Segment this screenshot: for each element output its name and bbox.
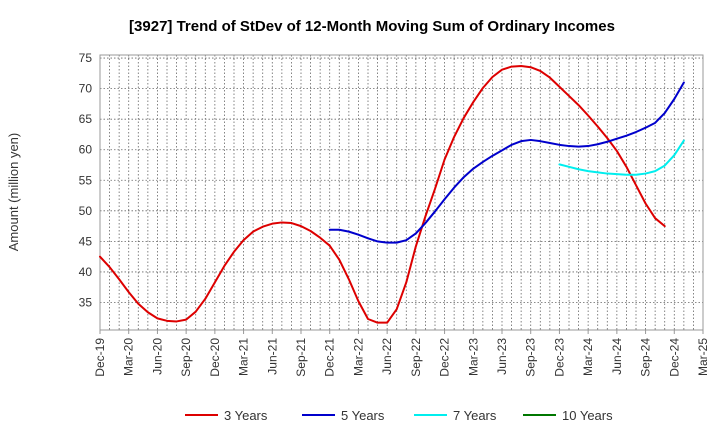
plot-frame: [99, 54, 704, 331]
y-tick-label: 60: [79, 143, 93, 157]
x-tick-label: Sep-22: [409, 338, 423, 377]
x-tick-label: Dec-20: [208, 338, 222, 377]
y-tick-label: 70: [79, 82, 93, 96]
x-tick-label: Jun-20: [150, 338, 164, 375]
x-tick-label: Sep-24: [639, 338, 653, 377]
x-tick-label: Dec-22: [438, 338, 452, 377]
legend-label-7-years: 7 Years: [453, 408, 497, 423]
x-tick-label: Mar-23: [466, 338, 480, 376]
x-tick-label: Mar-24: [581, 338, 595, 376]
y-axis: 35 40 45 50 55 60 65 70 75: [79, 51, 93, 309]
x-tick-label: Jun-24: [610, 338, 624, 375]
x-tick-label: Jun-23: [495, 338, 509, 375]
x-tick-label: Mar-20: [122, 338, 136, 376]
legend-label-10-years: 10 Years: [562, 408, 613, 423]
x-tick-label: Sep-20: [179, 338, 193, 377]
y-tick-label: 75: [79, 51, 93, 65]
y-tick-label: 55: [79, 173, 93, 187]
series-lines: [99, 65, 685, 324]
x-tick-label: Jun-21: [265, 338, 279, 375]
x-tick-label: Mar-22: [351, 338, 365, 376]
legend-label-5-years: 5 Years: [341, 408, 385, 423]
y-tick-label: 35: [79, 296, 93, 310]
x-tick-label: Mar-25: [696, 338, 710, 376]
x-axis: Dec-19 Mar-20 Jun-20 Sep-20 Dec-20 Mar-21 Jun-…: [93, 330, 710, 377]
y-tick-label: 45: [79, 234, 93, 248]
y-tick-label: 65: [79, 112, 93, 126]
series-line-3-years: [99, 65, 666, 324]
x-tick-label: Dec-21: [323, 338, 337, 377]
legend-label-3-years: 3 Years: [224, 408, 268, 423]
series-line-7-years: [558, 139, 685, 176]
x-tick-label: Sep-21: [294, 338, 308, 377]
legend: 3 Years 5 Years 7 Years 10 Years: [185, 408, 613, 423]
x-tick-label: Jun-22: [380, 338, 394, 375]
x-tick-label: Sep-23: [524, 338, 538, 377]
x-tick-label: Dec-24: [667, 338, 681, 377]
x-tick-label: Dec-19: [93, 338, 107, 377]
series-line-5-years: [328, 81, 685, 244]
y-tick-label: 50: [79, 204, 93, 218]
y-axis-label: Amount (million yen): [6, 133, 21, 252]
x-tick-label: Mar-21: [237, 338, 251, 376]
x-tick-label: Dec-23: [552, 338, 566, 377]
y-tick-label: 40: [79, 265, 93, 279]
grid: [100, 55, 703, 330]
chart-title: [3927] Trend of StDev of 12-Month Moving…: [129, 18, 615, 35]
